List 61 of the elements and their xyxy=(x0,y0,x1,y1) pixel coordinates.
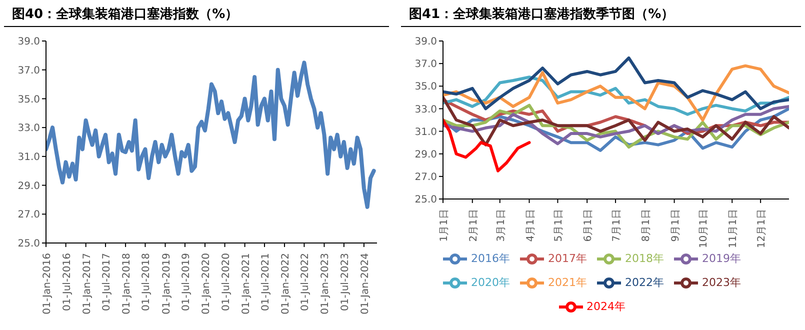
legend-label: 2023年 xyxy=(702,276,741,290)
y-tick-label: 35.0 xyxy=(414,82,437,93)
x-tick-label: 01-Jan-2023 xyxy=(320,253,332,314)
x-tick-label: 01-Jul-2020 xyxy=(220,253,232,312)
x-tick-label: 8月1日 xyxy=(640,209,652,242)
y-tick-label: 31.0 xyxy=(18,152,40,163)
legend-label: 2018年 xyxy=(625,252,664,266)
x-tick-label: 12月1日 xyxy=(756,209,768,248)
y-tick-label: 31.0 xyxy=(414,126,437,138)
y-tick-label: 33.0 xyxy=(18,123,40,134)
y-tick-label: 27.0 xyxy=(18,210,40,221)
x-tick-label: 01-Jan-2019 xyxy=(161,253,172,314)
y-tick-label: 39.0 xyxy=(18,36,40,48)
legend-label: 2021年 xyxy=(548,276,587,290)
line-series xyxy=(443,96,789,146)
legend-label: 2016年 xyxy=(471,252,510,266)
x-tick-label: 01-Jul-2023 xyxy=(340,253,351,312)
x-tick-label: 2月1日 xyxy=(468,209,480,242)
chart-title: 图40：全球集装箱港口塞港指数（%） xyxy=(4,4,389,27)
x-tick-label: 01-Jan-2024 xyxy=(360,253,371,314)
y-tick-label: 29.0 xyxy=(414,149,437,160)
y-tick-label: 37.0 xyxy=(18,65,40,76)
legend-label: 2024年 xyxy=(586,300,626,314)
x-tick-label: 10月1日 xyxy=(698,209,710,248)
x-tick-label: 11月1日 xyxy=(728,209,740,248)
x-tick-label: 6月1日 xyxy=(583,209,594,242)
y-tick-label: 27.0 xyxy=(414,172,437,183)
line-series xyxy=(46,60,376,209)
x-tick-label: 7月1日 xyxy=(612,209,623,242)
x-tick-label: 4月1日 xyxy=(525,209,536,242)
x-tick-label: 01-Jan-2017 xyxy=(82,253,93,314)
x-tick-label: 01-Jan-2021 xyxy=(240,253,252,314)
x-tick-label: 01-Jan-2016 xyxy=(42,253,53,314)
x-tick-label: 01-Jul-2022 xyxy=(300,253,312,312)
line-series xyxy=(443,118,531,172)
chart-title: 图41：全球集装箱港口塞港指数季节图（%） xyxy=(401,4,801,27)
y-tick-label: 25.0 xyxy=(414,194,437,206)
x-tick-label: 01-Jul-2018 xyxy=(141,253,152,312)
y-tick-label: 35.0 xyxy=(18,94,40,106)
x-tick-label: 01-Jul-2019 xyxy=(180,253,192,312)
x-tick-label: 01-Jan-2022 xyxy=(280,253,292,314)
x-tick-label: 3月1日 xyxy=(496,209,507,242)
legend-label: 2019年 xyxy=(702,252,741,266)
legend-label: 2017年 xyxy=(548,252,587,266)
x-tick-label: 01-Jan-2020 xyxy=(200,253,212,314)
legend-label: 2022年 xyxy=(625,276,664,290)
legend-label: 2020年 xyxy=(471,276,510,290)
x-tick-label: 01-Jul-2016 xyxy=(62,253,73,312)
y-tick-label: 33.0 xyxy=(414,104,437,116)
line-series xyxy=(443,56,789,110)
line-series xyxy=(443,64,789,122)
y-tick-label: 39.0 xyxy=(414,36,437,48)
x-tick-label: 1月1日 xyxy=(439,209,450,242)
x-tick-label: 9月1日 xyxy=(670,209,682,242)
x-tick-label: 01-Jul-2017 xyxy=(102,253,113,312)
x-tick-label: 01-Jan-2018 xyxy=(122,253,133,314)
y-tick-label: 29.0 xyxy=(18,180,40,192)
y-tick-label: 37.0 xyxy=(414,59,437,70)
y-tick-label: 25.0 xyxy=(18,238,40,250)
x-tick-label: 01-Jul-2021 xyxy=(260,253,272,312)
x-tick-label: 5月1日 xyxy=(554,209,565,242)
